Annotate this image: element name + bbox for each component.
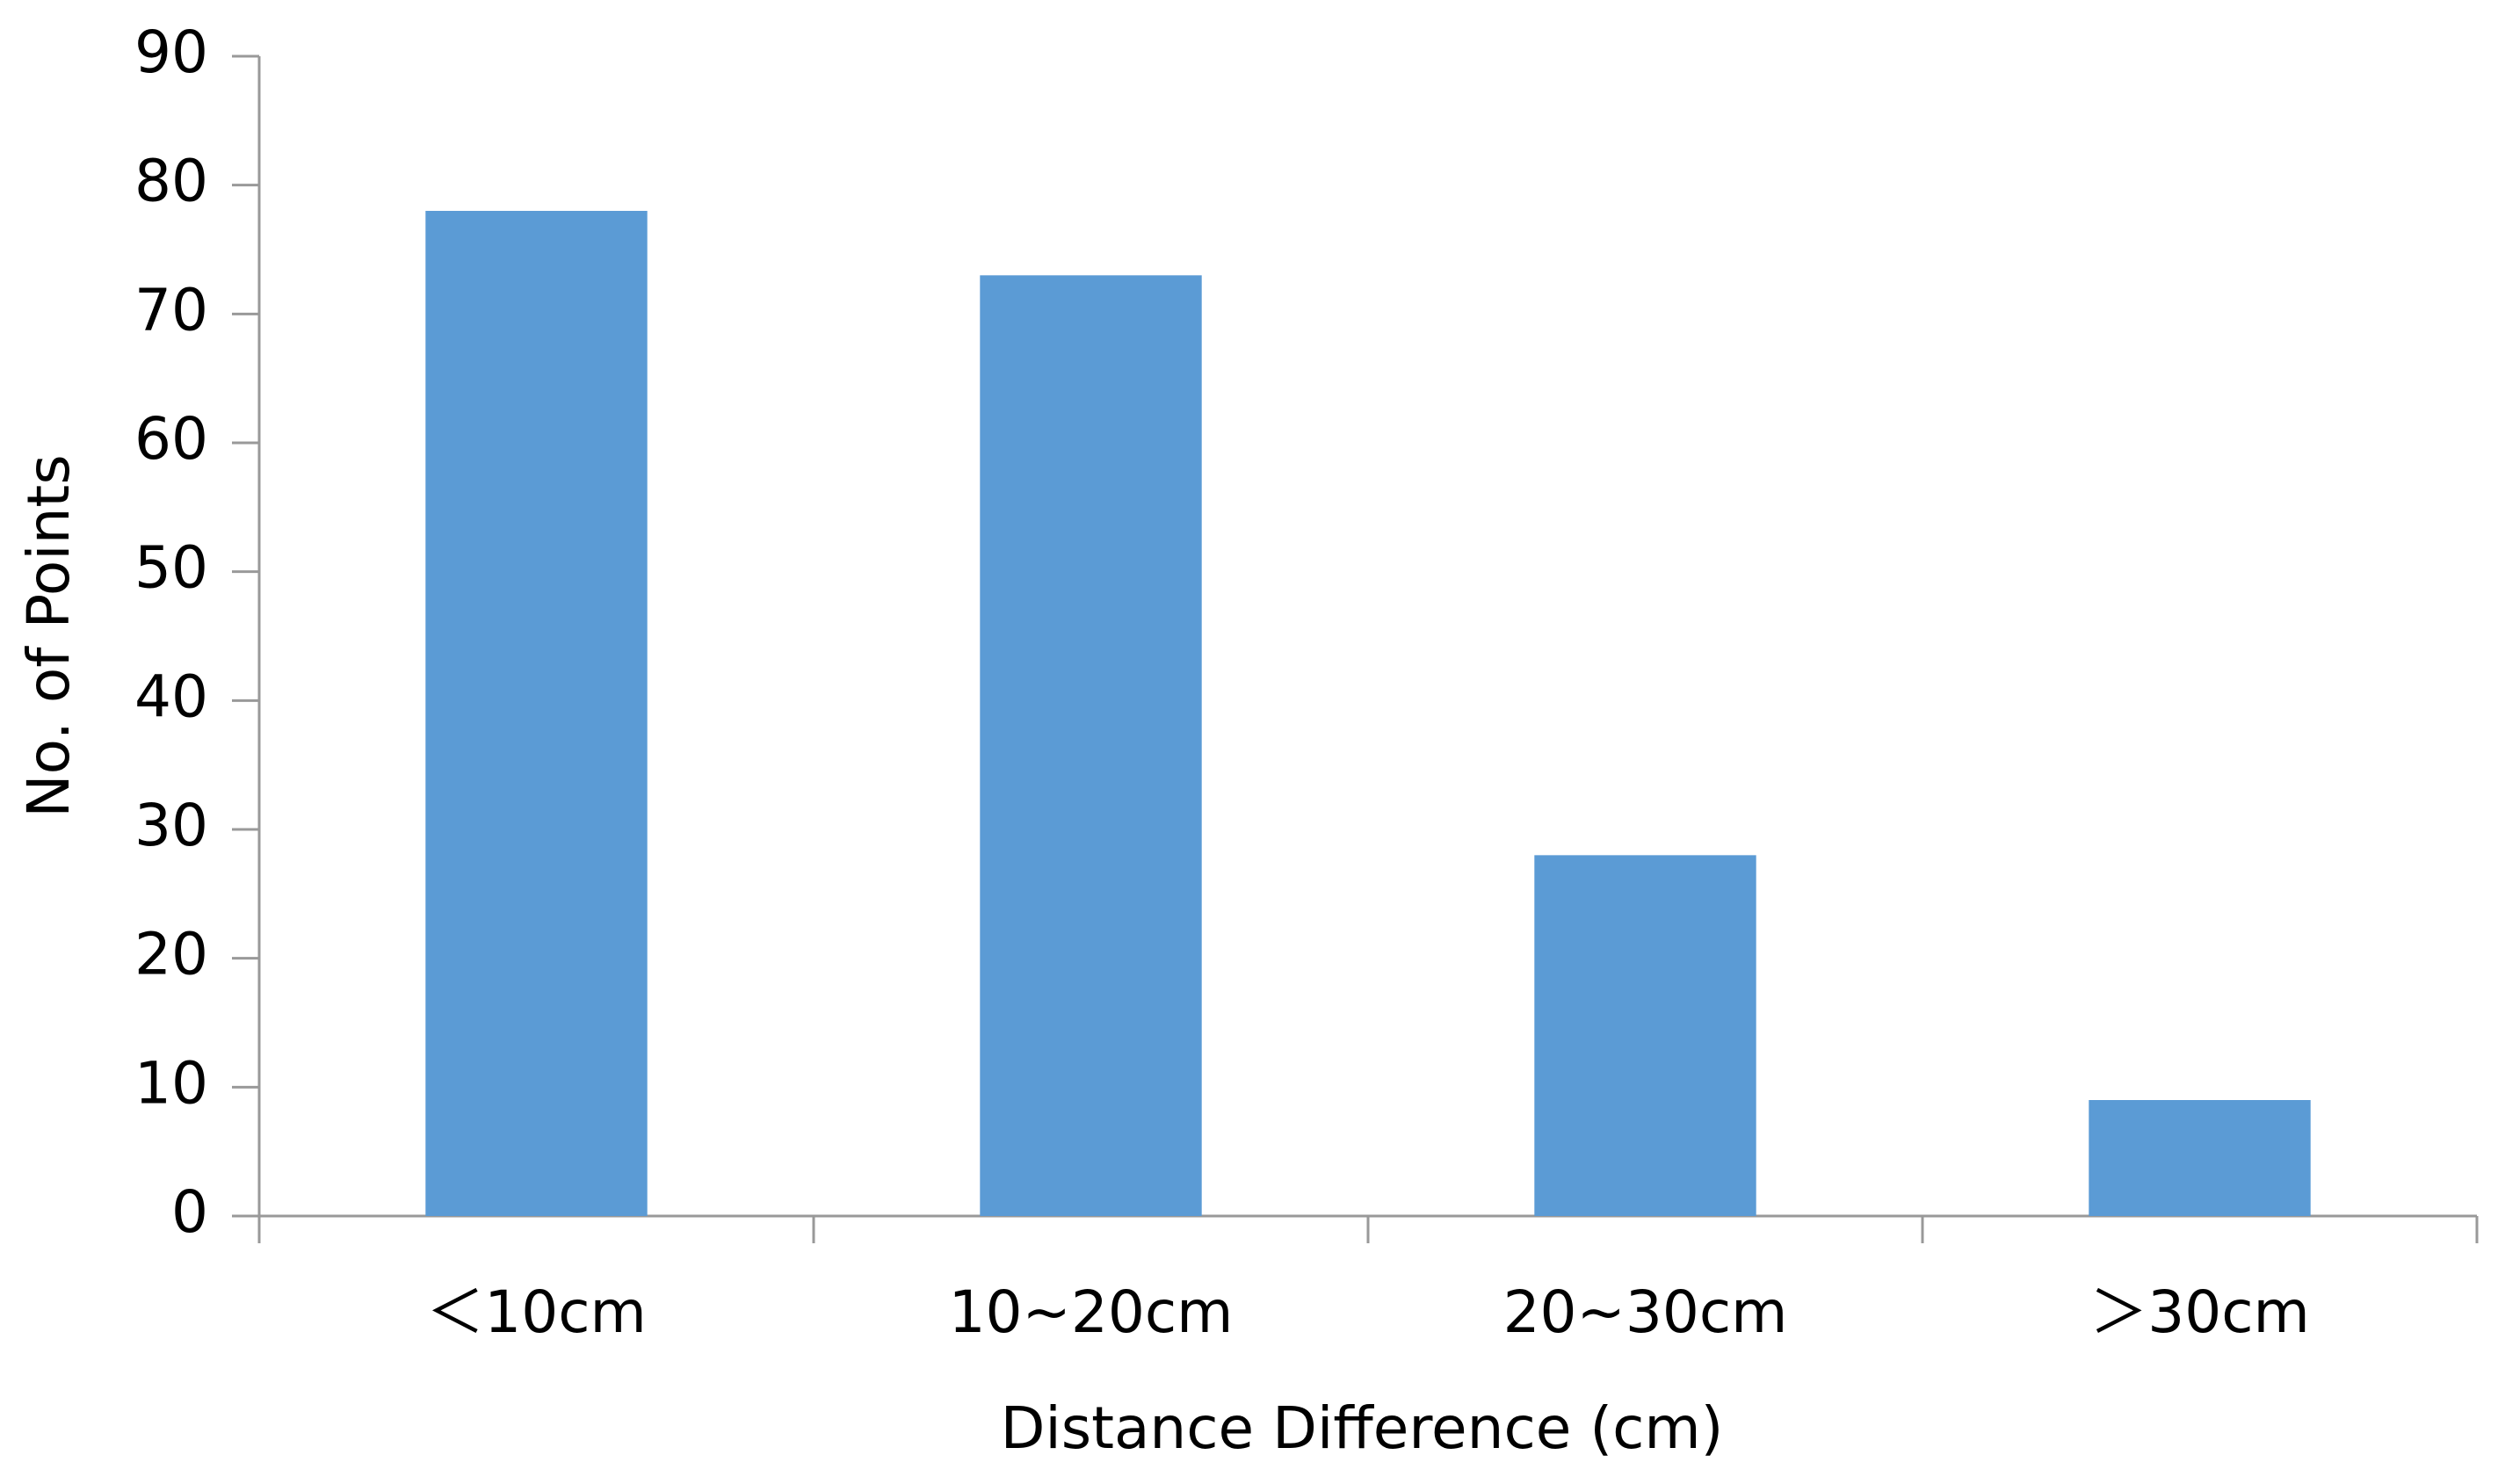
y-tick-label: 0 xyxy=(171,1178,208,1246)
y-tick-label: 70 xyxy=(134,276,208,344)
y-tick-label: 60 xyxy=(134,405,208,473)
bar xyxy=(425,211,648,1216)
bar xyxy=(1534,855,1756,1216)
x-axis-title: Distance Difference (cm) xyxy=(1001,1394,1724,1462)
y-tick-label: 40 xyxy=(134,662,208,730)
x-tick-label: 20~30cm xyxy=(1503,1278,1788,1346)
y-tick-label: 30 xyxy=(134,792,208,859)
y-axis-title: No. of Points xyxy=(15,454,83,817)
bar xyxy=(980,275,1202,1216)
bar xyxy=(2089,1100,2311,1216)
y-tick-label: 80 xyxy=(134,148,208,215)
x-tick-label: ＜10cm xyxy=(426,1278,647,1346)
y-tick-label: 50 xyxy=(134,534,208,602)
y-tick-label: 10 xyxy=(134,1049,208,1117)
x-tick-label: 10~20cm xyxy=(949,1278,1234,1346)
y-tick-label: 90 xyxy=(134,18,208,86)
y-tick-label: 20 xyxy=(134,921,208,988)
x-tick-label: ＞30cm xyxy=(2089,1278,2310,1346)
